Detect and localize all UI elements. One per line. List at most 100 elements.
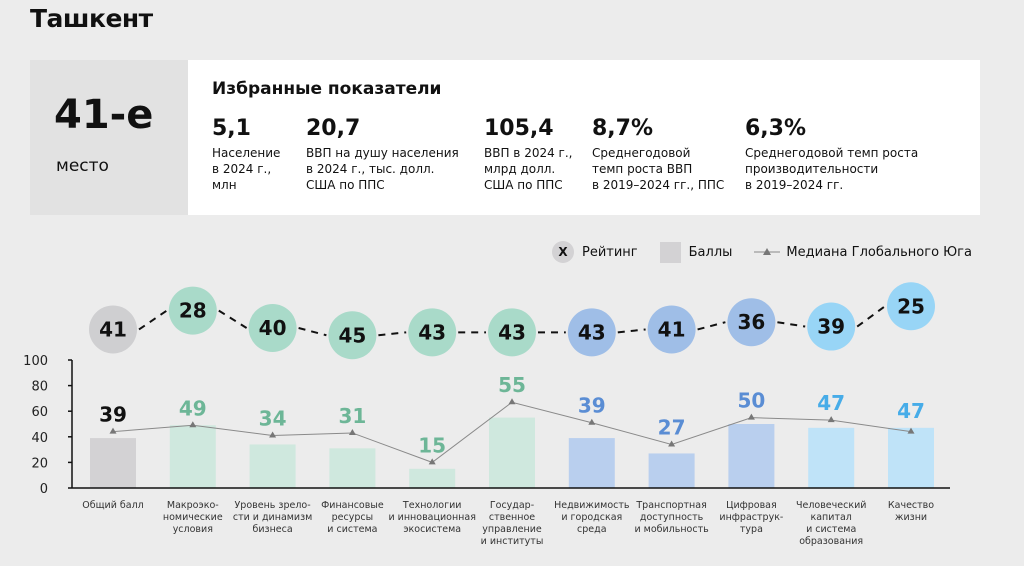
median-point: [907, 427, 915, 434]
chart-legend: X Рейтинг Баллы Медиана Глобального Юга: [552, 241, 972, 263]
score-label: 39: [99, 403, 127, 427]
y-tick-label: 40: [31, 431, 48, 446]
indicator-value: 8,7%: [592, 116, 654, 141]
indicator-population: 5,1 Население в 2024 г., млн: [212, 116, 280, 193]
indicator-label: ВВП в 2024 г., млрд долл. США по ППС: [484, 146, 573, 192]
category-label: Технологии и инновационная экосистема: [388, 500, 475, 535]
legend-rank-icon: X: [552, 241, 574, 263]
score-bar: [888, 427, 934, 488]
rank-value: 41-е: [54, 92, 154, 138]
score-label: 55: [498, 373, 526, 397]
category-label: Транспортная доступность и мобильность: [634, 500, 709, 535]
legend-score-label: Баллы: [688, 244, 733, 260]
legend-rank-label: Рейтинг: [582, 244, 638, 260]
indicator-productivity-growth: 6,3% Среднегодовой темп роста производите…: [745, 116, 918, 193]
rank-label: 39: [817, 315, 845, 339]
indicators-title: Избранные показатели: [212, 79, 442, 99]
rank-circle: [89, 305, 137, 354]
indicator-label: Среднегодовой темп роста ВВП в 2019–2024…: [592, 146, 725, 192]
indicators-panel: Избранные показатели 5,1 Население в 2024…: [188, 60, 980, 215]
median-point: [508, 398, 516, 405]
page-title: Ташкент: [30, 4, 153, 33]
category-label: Человеческий капитал и система образования: [796, 500, 866, 547]
median-point: [588, 418, 596, 425]
category-label: Недвижимость и городская среда: [554, 500, 630, 535]
rank-label: 41: [658, 317, 686, 341]
legend-median-icon: [754, 248, 781, 255]
y-tick-label: 80: [31, 380, 48, 395]
rank-label: 43: [498, 320, 526, 344]
legend-score-icon: [659, 241, 681, 263]
y-tick-label: 0: [40, 482, 48, 497]
indicator-value: 5,1: [212, 116, 251, 141]
score-bar: [249, 444, 296, 488]
score-label: 39: [578, 394, 606, 418]
indicator-value: 6,3%: [745, 116, 807, 141]
median-point: [189, 421, 197, 428]
indicator-value: 105,4: [484, 116, 554, 141]
score-bar: [808, 427, 855, 488]
score-bar: [329, 448, 376, 488]
rank-circle: [727, 298, 776, 347]
y-tick-label: 100: [23, 354, 48, 369]
rank-card: 41-е место: [30, 60, 188, 215]
indicator-gdp: 105,4 ВВП в 2024 г., млрд долл. США по ПП…: [484, 116, 572, 193]
indicator-gdp-per-capita: 20,7 ВВП на душу населения в 2024 г., тыс…: [306, 116, 459, 193]
rank-label: 36: [737, 310, 765, 334]
score-label: 47: [817, 391, 845, 415]
rank-circle: [887, 282, 935, 331]
legend-median-label: Медиана Глобального Юга: [786, 244, 972, 260]
indicator-label: ВВП на душу населения в 2024 г., тыс. до…: [306, 146, 459, 192]
score-bar: [489, 417, 535, 488]
category-label: Общий балл: [82, 500, 143, 511]
rank-label: 28: [179, 299, 207, 323]
rank-circle: [807, 302, 856, 351]
rank-connector: [218, 309, 248, 329]
indicator-label: Население в 2024 г., млн: [212, 146, 281, 192]
score-bar: [568, 438, 615, 488]
rank-connector: [697, 321, 726, 331]
rank-label: место: [56, 156, 109, 176]
rank-connector: [298, 327, 327, 337]
rank-circle: [248, 304, 297, 352]
indicator-value: 20,7: [306, 116, 361, 141]
rank-connector: [856, 305, 886, 328]
rank-circle: [168, 286, 217, 335]
category-label: Уровень зрело-сти и динамизм бизнеса: [233, 500, 312, 535]
rank-connector: [777, 321, 806, 328]
rank-connector: [378, 331, 407, 337]
rank-circle: [567, 308, 616, 357]
y-tick-label: 60: [31, 405, 48, 420]
median-point: [269, 431, 277, 438]
rank-connector: [617, 328, 646, 334]
median-point: [428, 458, 436, 465]
score-label: 27: [658, 415, 686, 439]
category-label: Финансовые ресурсы и система: [321, 500, 384, 535]
score-bar: [90, 438, 136, 488]
score-label: 47: [897, 399, 925, 423]
rank-label: 25: [897, 294, 925, 318]
rank-circle: [328, 311, 377, 360]
category-label: Качество жизни: [888, 500, 934, 523]
rank-circle: [647, 305, 696, 354]
rank-connector: [138, 309, 168, 331]
rank-label: 40: [259, 316, 287, 340]
y-tick-label: 20: [31, 456, 48, 471]
score-label: 49: [179, 396, 207, 420]
median-point: [747, 413, 755, 420]
rank-circle: [408, 308, 457, 357]
rank-circle: [488, 308, 536, 357]
median-point: [827, 416, 835, 423]
score-bar: [728, 424, 775, 488]
rank-label: 43: [578, 320, 606, 344]
score-bar: [169, 425, 216, 488]
median-point: [668, 440, 676, 447]
category-label: Цифровая инфраструк-тура: [719, 500, 783, 535]
indicator-label: Среднегодовой темп роста производительно…: [745, 146, 919, 192]
score-label: 50: [737, 389, 765, 413]
score-label: 31: [338, 404, 366, 428]
median-point: [348, 428, 356, 435]
rank-label: 41: [99, 317, 127, 341]
category-label: Макроэко-номические условия: [163, 500, 223, 535]
